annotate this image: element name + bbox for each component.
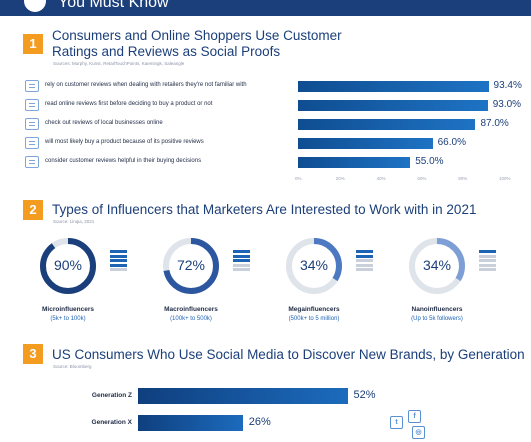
generation-label: Generation Z	[91, 392, 132, 399]
section1-bar	[298, 138, 433, 149]
list-icon	[233, 250, 250, 273]
donut-svg	[40, 238, 96, 294]
header-circle-icon	[24, 0, 46, 12]
section1-bar	[298, 157, 411, 168]
generation-bar	[138, 415, 243, 431]
section1-bar-label: will most likely buy a product because o…	[45, 139, 204, 145]
section1-bar-value: 93.4%	[493, 80, 522, 91]
facebook-icon: f	[408, 410, 421, 423]
influencer-range: (5k+ to 100k)	[50, 316, 86, 322]
section1-bar-label: check out reviews of local businesses on…	[45, 120, 163, 126]
social-icons-group: t f ◎	[390, 410, 430, 442]
influencer-name: Macroinfluencers	[164, 306, 218, 313]
section1-bar-label: read online reviews first before decidin…	[45, 101, 213, 107]
rating-bubbles-icon	[25, 137, 39, 149]
influencer-donut: 72%	[161, 236, 221, 296]
generation-label: Generation X	[91, 419, 132, 426]
section2-title: Types of Influencers that Marketers Are …	[52, 202, 477, 217]
person-chat-icon	[25, 80, 39, 92]
section1-axis-tick: 20%	[335, 176, 345, 181]
donut-arc	[163, 238, 219, 294]
section1-row: will most likely buy a product because o…	[25, 135, 525, 153]
donut-arc	[409, 238, 465, 294]
influencer-name: Nanoinfluencers	[411, 306, 463, 313]
section1-number: 1	[23, 34, 43, 54]
location-pin-icon	[25, 118, 39, 130]
section1-row: read online reviews first before decidin…	[25, 97, 525, 115]
influencer-range: (100k+ to 500k)	[170, 316, 212, 322]
donut-percent: 34%	[299, 257, 329, 273]
section1-axis-tick: 60%	[417, 176, 427, 181]
section2-source: Source: Linqia, 2021	[53, 219, 95, 224]
section1-title-line2: Ratings and Reviews as Social Proofs	[52, 44, 281, 59]
section1-axis-tick: 80%	[458, 176, 468, 181]
generation-value: 26%	[248, 416, 271, 428]
section3-number: 3	[23, 344, 43, 364]
donut-svg	[163, 238, 219, 294]
donut-percent: 34%	[422, 257, 452, 273]
section1-bar	[298, 119, 476, 130]
section1-bar	[298, 100, 488, 111]
section1-bar-value: 55.0%	[415, 156, 444, 167]
section1-row: consider customer reviews helpful in the…	[25, 154, 525, 172]
section1-axis-tick: 100%	[499, 176, 511, 181]
section1-bar-value: 66.0%	[437, 137, 466, 148]
section1-axis-tick: 0%	[295, 176, 302, 181]
influencer-range: (Up to 5k followers)	[411, 316, 463, 322]
list-icon	[479, 250, 496, 273]
influencer-range: (500k+ to 5 million)	[288, 316, 340, 322]
list-icon	[356, 250, 373, 273]
list-icon	[110, 250, 127, 273]
section1-axis-tick: 40%	[376, 176, 386, 181]
influencer-name: Microinfluencers	[41, 306, 94, 313]
donut-svg	[286, 238, 342, 294]
generation-value: 52%	[353, 389, 376, 401]
section1-source: Sources: Murphy, Kunst, RetailTouchPoint…	[53, 61, 185, 66]
section1-bar	[298, 81, 489, 92]
donut-arc	[40, 238, 96, 294]
section3-source: Source: Bloomberg	[53, 364, 92, 369]
donut-arc	[286, 238, 342, 294]
section1-bar-label: consider customer reviews helpful in the…	[45, 158, 202, 164]
twitter-icon: t	[390, 416, 403, 429]
section1-row: check out reviews of local businesses on…	[25, 116, 525, 134]
header-band: You Must Know	[0, 0, 531, 16]
generation-bar	[138, 388, 348, 404]
review-card-icon	[25, 99, 39, 111]
donut-percent: 72%	[176, 257, 206, 273]
section1-bar-value: 93.0%	[492, 99, 522, 110]
header-title: You Must Know	[58, 0, 169, 11]
section1-bar-label: rely on customer reviews when dealing wi…	[45, 82, 247, 88]
section3-title: US Consumers Who Use Social Media to Dis…	[52, 347, 525, 362]
section1-bar-value: 87.0%	[480, 118, 509, 129]
influencer-donut: 90%	[38, 236, 98, 296]
donut-svg	[409, 238, 465, 294]
instagram-icon: ◎	[412, 426, 425, 439]
influencer-donut: 34%	[284, 236, 344, 296]
review-list-icon	[25, 156, 39, 168]
influencer-name: Megainfluencers	[288, 306, 340, 313]
section2-number: 2	[23, 200, 43, 220]
donut-percent: 90%	[53, 257, 83, 273]
section1-row: rely on customer reviews when dealing wi…	[25, 78, 525, 96]
influencer-donut: 34%	[407, 236, 467, 296]
section1-title-line1: Consumers and Online Shoppers Use Custom…	[52, 28, 342, 43]
